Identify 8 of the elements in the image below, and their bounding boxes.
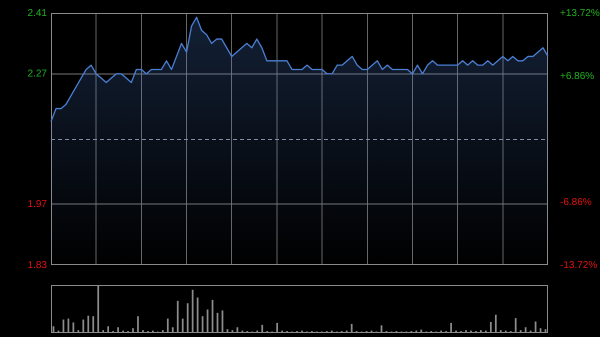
y-tick-label: 2.41 <box>28 8 48 19</box>
y-tick-label: 2.27 <box>28 68 48 80</box>
y2-tick-label: +6.86% <box>560 70 594 82</box>
y2-tick-label: -13.72% <box>560 260 598 271</box>
y2-tick-label: -6.86% <box>560 196 592 208</box>
y-tick-label: 1.83 <box>28 260 48 271</box>
y-tick-label: 1.97 <box>28 198 48 210</box>
y2-tick-label: +13.72% <box>560 8 600 19</box>
